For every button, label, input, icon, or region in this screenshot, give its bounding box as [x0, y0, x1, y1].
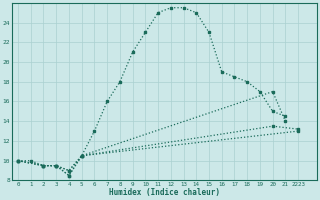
X-axis label: Humidex (Indice chaleur): Humidex (Indice chaleur) [109, 188, 220, 197]
